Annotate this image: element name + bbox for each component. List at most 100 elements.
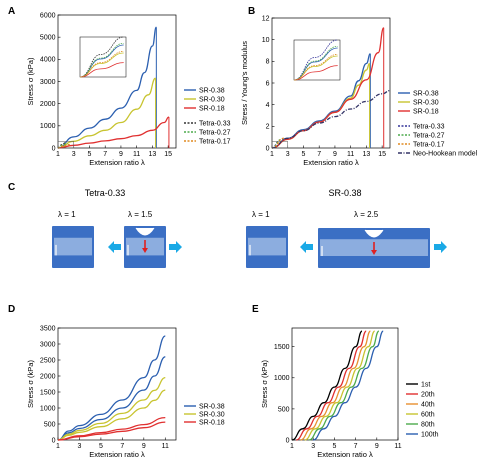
legend-label-A: SR-0.30 xyxy=(199,97,225,104)
y-tick-label-A: 3000 xyxy=(40,79,56,86)
legend-label-A: SR-0.38 xyxy=(199,88,225,95)
y-tick-label-D: 3500 xyxy=(40,325,56,332)
y-tick-label-D: 3000 xyxy=(40,341,56,348)
y-tick-label-D: 1500 xyxy=(40,389,56,396)
unloading-curve-SR-0.18 xyxy=(57,421,166,441)
inset-series-B xyxy=(293,39,338,81)
series-B-Tetra-0.17 xyxy=(271,137,284,149)
x-tick-label-A: 11 xyxy=(133,151,140,158)
legend-label-B: SR-0.38 xyxy=(413,91,439,98)
inset-series-B xyxy=(293,46,338,81)
legend-label-E: 40th xyxy=(421,402,435,409)
c-label-4: λ = 2.5 xyxy=(354,210,379,219)
cycle-curve-100th xyxy=(313,330,384,441)
x-tick-label-E: 7 xyxy=(354,443,358,450)
legend-label-E: 100th xyxy=(421,432,439,439)
panel-letter-e: E xyxy=(252,304,259,315)
y-tick-label-E: 1500 xyxy=(274,344,290,351)
y-axis-label-B: Stress / Young's modulus xyxy=(240,41,249,125)
y-tick-label-B: 8 xyxy=(266,59,270,66)
x-tick-label-A: 9 xyxy=(119,151,123,158)
x-axis-label-A: Extension ratio λ xyxy=(89,158,145,167)
x-tick-label-E: 11 xyxy=(394,443,401,450)
cycle-curve-60th xyxy=(304,330,376,441)
plot-frame-A xyxy=(57,14,177,149)
y-tick-label-A: 4000 xyxy=(40,57,56,64)
crack-arrowhead xyxy=(142,248,148,253)
zoom-box-A xyxy=(57,141,74,149)
legend-label-E: 20th xyxy=(421,392,435,399)
y-tick-label-B: 12 xyxy=(262,15,270,22)
y-tick-label-E: 1000 xyxy=(274,375,290,382)
inset-frame-B xyxy=(293,39,341,81)
series-A-SR-0.18 xyxy=(57,116,170,149)
legend-label-B: SR-0.30 xyxy=(413,100,439,107)
legend-label-D: SR-0.18 xyxy=(199,420,225,427)
legend-label-D: SR-0.30 xyxy=(199,412,225,419)
panel-letter-c: C xyxy=(8,182,16,193)
inset-series-A xyxy=(79,43,124,78)
c-label-3: λ = 1 xyxy=(252,210,270,219)
legend-label-A-tetra: Tetra-0.27 xyxy=(199,130,231,137)
x-tick-label-B: 11 xyxy=(347,151,354,158)
y-tick-label-A: 2000 xyxy=(40,101,56,108)
c-label-2: λ = 1.5 xyxy=(128,210,153,219)
inset-series-B xyxy=(293,54,338,81)
plot-frame-D xyxy=(57,327,177,441)
inset-series-A xyxy=(79,36,124,78)
y-tick-label-E: 500 xyxy=(278,406,290,413)
right-arrow-icon xyxy=(169,241,182,253)
left-arrow-icon xyxy=(300,241,313,253)
x-axis-label-D: Extension ratio λ xyxy=(89,450,145,459)
x-tick-label-A: 7 xyxy=(103,151,107,158)
cycle-curve-1st xyxy=(291,330,363,441)
x-tick-label-A: 15 xyxy=(164,151,172,158)
y-tick-label-E: 0 xyxy=(286,437,290,444)
x-tick-label-D: 3 xyxy=(78,443,82,450)
x-tick-label-B: 5 xyxy=(302,151,306,158)
x-tick-label-D: 7 xyxy=(120,443,124,450)
legend-label-A-tetra: Tetra-0.17 xyxy=(199,139,231,146)
left-arrow-icon xyxy=(108,241,121,253)
x-tick-label-D: 5 xyxy=(99,443,103,450)
photo-tetra-relaxed-sheen xyxy=(54,237,92,256)
legend-label-B-tetra: Tetra-0.17 xyxy=(413,142,445,149)
panel-letter-d: D xyxy=(8,304,16,315)
unloading-curve-SR-0.38 xyxy=(57,356,166,441)
legend-label-D: SR-0.38 xyxy=(199,404,225,411)
x-tick-label-E: 5 xyxy=(332,443,336,450)
x-tick-label-A: 5 xyxy=(88,151,92,158)
legend-label-E: 1st xyxy=(421,382,430,389)
c-right-title: SR-0.38 xyxy=(328,188,362,198)
inset-frame-A xyxy=(79,36,127,78)
y-tick-label-B: 6 xyxy=(266,80,270,87)
y-tick-label-B: 0 xyxy=(266,145,270,152)
cycle-curve-20th xyxy=(296,330,367,441)
y-tick-label-A: 0 xyxy=(52,145,56,152)
legend-label-B: SR-0.18 xyxy=(413,109,439,116)
x-tick-label-E: 9 xyxy=(375,443,379,450)
y-axis-label-E: Stress σ (kPa) xyxy=(260,360,269,408)
x-tick-label-D: 9 xyxy=(142,443,146,450)
x-tick-label-D: 11 xyxy=(162,443,169,450)
x-tick-label-B: 9 xyxy=(333,151,337,158)
x-axis-label-E: Extension ratio λ xyxy=(317,450,373,459)
y-axis-label-A: Stress σ (kPa) xyxy=(26,57,35,105)
y-tick-label-D: 2500 xyxy=(40,357,56,364)
series-A-Tetra-0.17 xyxy=(57,143,70,149)
x-tick-label-E: 1 xyxy=(290,443,294,450)
x-tick-label-B: 13 xyxy=(363,151,371,158)
y-tick-label-D: 2000 xyxy=(40,373,56,380)
legend-label-A-tetra: Tetra-0.33 xyxy=(199,121,231,128)
crack-notch xyxy=(364,229,384,238)
y-tick-label-B: 4 xyxy=(266,102,270,109)
legend-label-B-tetra: Tetra-0.27 xyxy=(413,133,445,140)
plot-frame-B xyxy=(271,17,391,149)
inset-series-A xyxy=(79,62,124,78)
crack-arrowhead xyxy=(371,250,377,255)
x-tick-label-A: 13 xyxy=(149,151,157,158)
loading-curve-SR-0.38 xyxy=(57,335,166,441)
y-tick-label-A: 6000 xyxy=(40,12,56,19)
c-left-title: Tetra-0.33 xyxy=(84,188,126,198)
c-label-1: λ = 1 xyxy=(58,210,76,219)
